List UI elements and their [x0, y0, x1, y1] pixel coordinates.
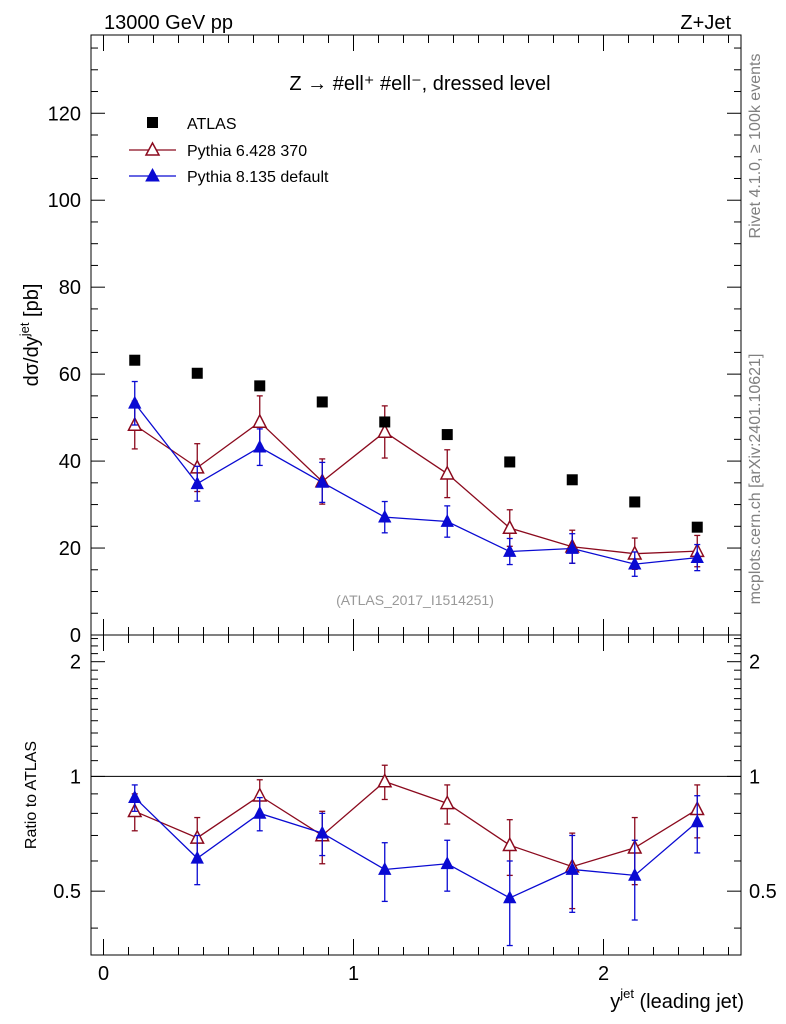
ratio-y-tick-label-right: 1: [749, 766, 760, 788]
main-y-tick-label: 80: [59, 277, 81, 299]
data-point: [502, 836, 518, 852]
main-axes: 0 20 40 60 80 100 120: [48, 35, 741, 647]
data-point: [315, 474, 329, 488]
x-axis-suffix: (leading jet): [634, 991, 744, 1013]
data-point: [191, 367, 203, 379]
ratio-y-tick-label: 0.5: [53, 881, 81, 903]
header-energy-label: 13000 GeV pp: [104, 12, 233, 34]
series-pythia-8-135-default: [128, 380, 704, 577]
data-point: [316, 396, 328, 408]
data-point: [190, 850, 204, 864]
data-point: [129, 354, 141, 366]
data-point: [315, 825, 329, 839]
ratio-y-axis-label: Ratio to ATLAS: [23, 741, 40, 849]
x-axis-title: yjet (leading jet): [610, 986, 744, 1013]
data-point: [504, 456, 516, 468]
ratio-y-tick-label-right: 0.5: [749, 881, 777, 903]
data-point: [253, 805, 267, 819]
svg-text:dσ/dyjet [pb]: dσ/dyjet [pb]: [17, 284, 43, 387]
main-panel: 0 20 40 60 80 100 120 Z → #ell⁺ #ell⁻, dressed…: [17, 34, 742, 647]
legend-marker-pythia6: [144, 141, 161, 156]
main-y-axis-label: dσ/dy: [21, 336, 43, 386]
ratio-panel-frame: [90, 634, 742, 956]
data-point: [378, 861, 392, 875]
data-point: [690, 814, 704, 828]
data-point: [252, 413, 268, 428]
data-point: [441, 429, 453, 441]
series-line: [134, 402, 698, 565]
main-y-axis-unit: [pb]: [21, 284, 43, 323]
rivet-version-label: Rivet 4.1.0, ≥ 100k events: [747, 54, 764, 239]
series-atlas: [129, 354, 703, 533]
series-line: [134, 421, 698, 555]
main-y-axis-title: dσ/dyjet [pb]: [17, 284, 43, 387]
data-point: [439, 794, 455, 810]
ratio-panel: 0.5 0.5 1 1 2 2 0 1 2 Ratio to ATLAS yjet (leadi…: [23, 634, 777, 1013]
data-point: [439, 465, 455, 480]
ratio-axes: 0.5 0.5 1 1 2 2 0 1 2: [53, 635, 777, 985]
ratio-y-tick-label: 1: [70, 766, 81, 788]
data-point: [503, 890, 517, 904]
main-y-tick-label: 60: [59, 364, 81, 386]
data-point: [502, 519, 518, 535]
data-point: [503, 543, 517, 557]
series-pythia-6-428-370: [127, 764, 705, 910]
data-point: [691, 521, 703, 533]
legend-label-atlas: ATLAS: [187, 116, 237, 133]
data-point: [440, 856, 454, 870]
legend: ATLAS Pythia 6.428 370 Pythia 8.135 defa…: [129, 116, 329, 186]
data-point: [190, 476, 204, 490]
data-point: [379, 416, 391, 428]
main-data-marks: [127, 354, 705, 577]
data-point: [565, 540, 579, 554]
ratio-y-tick-label-right: 2: [749, 652, 760, 674]
series-pythia-8-135-default: [128, 784, 704, 947]
data-point: [128, 789, 142, 803]
legend-label-pythia8: Pythia 8.135 default: [187, 169, 329, 186]
ratio-y-tick-label: 2: [70, 652, 81, 674]
x-tick-label: 1: [348, 963, 359, 985]
data-point: [565, 861, 579, 875]
x-tick-label: 2: [598, 963, 609, 985]
main-y-tick-label: 0: [70, 625, 81, 647]
main-y-tick-label: 120: [48, 103, 81, 125]
main-y-tick-label: 100: [48, 190, 81, 212]
data-point: [566, 474, 578, 486]
header-process-label: Z+Jet: [680, 12, 731, 34]
data-point: [628, 556, 642, 570]
data-point: [628, 867, 642, 881]
data-point: [128, 395, 142, 409]
series-pythia-6-428-370: [127, 395, 705, 570]
legend-marker-atlas: [147, 117, 158, 128]
x-axis-label: y: [610, 991, 620, 1013]
ratio-data-marks: [127, 764, 705, 947]
series-line: [134, 797, 698, 899]
data-point: [378, 509, 392, 523]
legend-marker-pythia8: [145, 167, 160, 182]
main-y-tick-label: 20: [59, 538, 81, 560]
analysis-id-label: (ATLAS_2017_I1514251): [336, 592, 494, 608]
data-point: [629, 496, 641, 508]
data-point: [253, 439, 267, 453]
data-point: [440, 513, 454, 527]
main-y-axis-superscript: jet: [17, 322, 32, 337]
data-point: [377, 772, 393, 788]
x-tick-label: 0: [98, 963, 109, 985]
main-plot-title: Z → #ell⁺ #ell⁻, dressed level: [289, 73, 550, 95]
data-point: [377, 423, 393, 438]
main-y-tick-label: 40: [59, 451, 81, 473]
legend-label-pythia6: Pythia 6.428 370: [187, 143, 307, 160]
series-line: [134, 780, 698, 868]
x-axis-superscript: jet: [619, 986, 634, 1001]
mcplots-label: mcplots.cern.ch [arXiv:2401.10621]: [747, 354, 764, 605]
data-point: [690, 550, 704, 563]
data-point: [254, 380, 266, 392]
